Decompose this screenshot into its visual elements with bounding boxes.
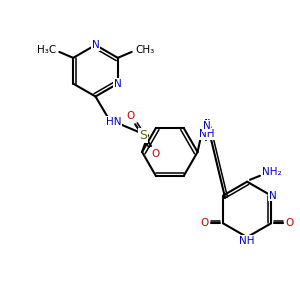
Text: N: N <box>114 79 122 88</box>
Text: N: N <box>269 190 277 201</box>
Text: NH₂: NH₂ <box>262 167 282 177</box>
Text: O: O <box>200 218 208 228</box>
Text: O: O <box>126 111 134 121</box>
Text: O: O <box>152 149 160 159</box>
Text: H₃C: H₃C <box>37 45 56 55</box>
Text: NH: NH <box>239 236 255 246</box>
Text: NH: NH <box>199 129 214 139</box>
Text: N: N <box>92 40 99 50</box>
Text: N: N <box>202 121 210 131</box>
Text: S: S <box>139 129 147 142</box>
Text: CH₃: CH₃ <box>135 45 154 55</box>
Text: HN: HN <box>106 117 121 127</box>
Text: O: O <box>286 218 294 228</box>
